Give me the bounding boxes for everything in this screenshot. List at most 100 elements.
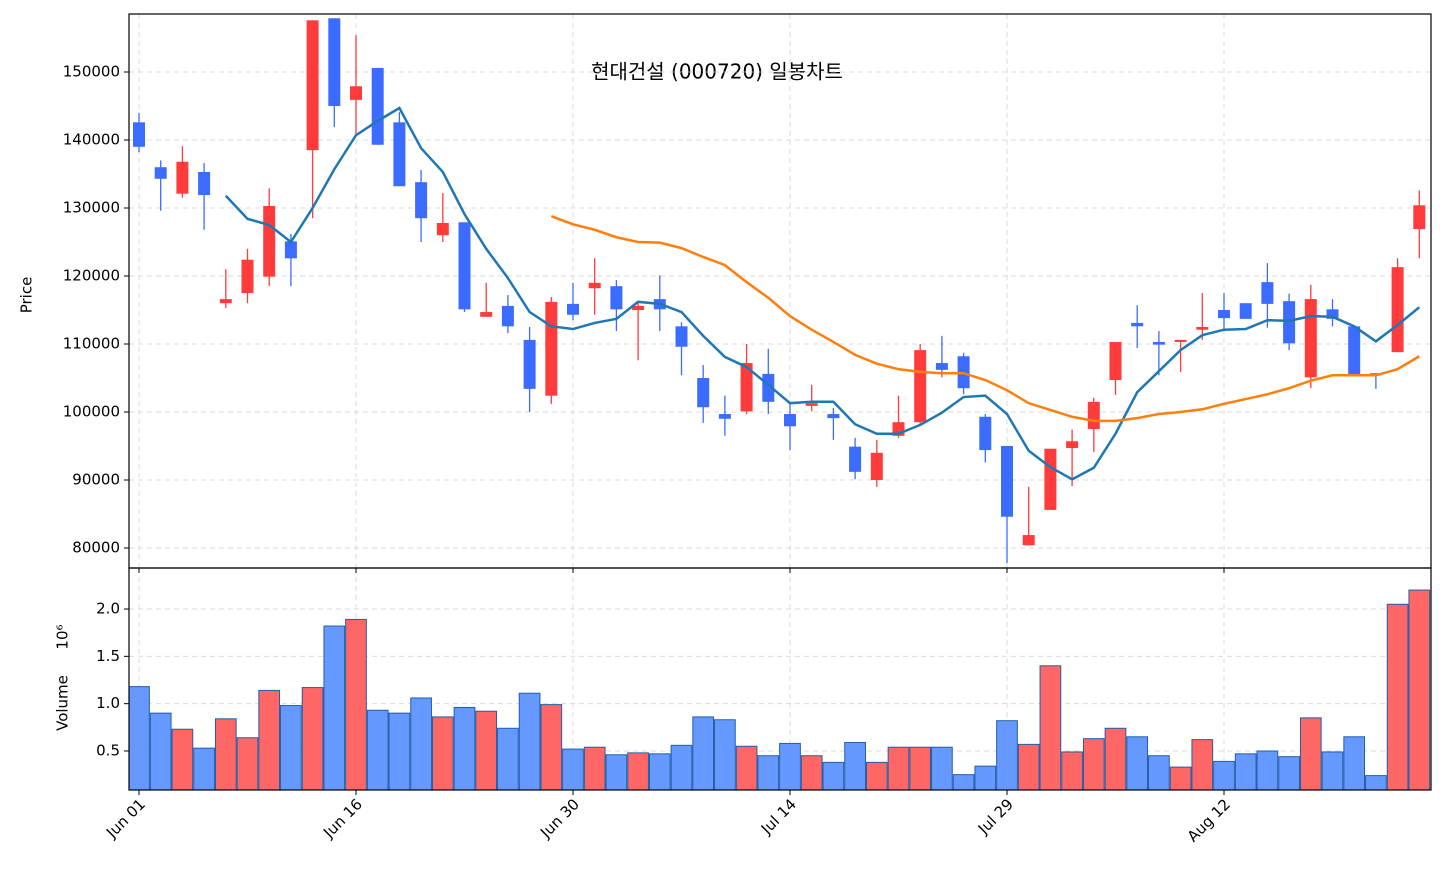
volume-bar	[865, 761, 888, 790]
volume-bar	[1343, 736, 1366, 790]
candle-body	[697, 377, 710, 408]
y-tick-label: 110000	[63, 334, 120, 352]
volume-bar	[236, 737, 259, 790]
volume-bar	[844, 741, 866, 790]
candle-body	[1044, 448, 1057, 510]
x-tick-label: Jun 16	[319, 795, 366, 842]
volume-bar	[735, 745, 758, 790]
volume-bar	[996, 720, 1018, 790]
y-tick-label: 1.0	[96, 694, 120, 712]
y-tick-label: 80000	[72, 539, 120, 557]
candle-body	[567, 303, 579, 315]
candle-body	[328, 18, 341, 106]
candle-body	[523, 339, 536, 389]
candle-body	[935, 363, 948, 370]
candle-body	[154, 167, 167, 179]
volume-bar	[410, 697, 432, 790]
candle-body	[1022, 535, 1035, 546]
volume-frame	[128, 567, 1432, 791]
candle-body	[1087, 401, 1100, 430]
x-tick-label: Jun 01	[102, 795, 149, 842]
y-tick-label: 1.5	[96, 647, 120, 665]
candle-body	[914, 350, 927, 423]
moving-average-line	[224, 106, 1421, 481]
candle-body	[1001, 446, 1013, 517]
volume-bar	[518, 692, 541, 790]
candle-body	[306, 20, 319, 151]
volume-bar	[952, 774, 975, 790]
volume-bar	[1104, 727, 1127, 790]
candle-body	[198, 171, 211, 196]
volume-bar	[1365, 775, 1387, 790]
volume-bar	[431, 716, 454, 790]
candle-body	[1174, 339, 1187, 342]
candle-body	[1196, 326, 1209, 330]
candle-body	[805, 403, 818, 406]
volume-bar	[214, 718, 237, 790]
volume-bar	[1039, 665, 1062, 790]
y-tick-label: 90000	[72, 471, 120, 489]
volume-bar	[1386, 603, 1409, 790]
volume-bar	[1256, 750, 1279, 790]
y-axis-label: Price	[18, 277, 36, 314]
candle-body	[176, 161, 189, 194]
candle-body	[610, 286, 623, 310]
volume-bar	[1191, 739, 1214, 790]
volume-bar	[1169, 766, 1192, 790]
candle-body	[480, 312, 493, 317]
volume-bar	[388, 712, 411, 790]
volume-bar	[757, 755, 780, 790]
price-plot	[129, 14, 1431, 568]
volume-bar	[670, 744, 693, 790]
volume-bar	[822, 761, 845, 790]
volume-bar	[692, 716, 715, 790]
candle-body	[1413, 205, 1426, 230]
candle-body	[350, 86, 362, 100]
y-tick-label: 100000	[63, 403, 120, 421]
volume-bar	[475, 710, 498, 790]
candle-body	[241, 259, 254, 293]
candle-body	[827, 414, 840, 419]
volume-bar	[1321, 751, 1344, 790]
volume-bar	[280, 705, 302, 790]
candle-body	[849, 446, 862, 472]
volume-bar	[627, 752, 649, 790]
candle-body	[458, 222, 471, 310]
candle-body	[1261, 282, 1274, 304]
x-tick-label: Jul 29	[974, 795, 1017, 838]
candle-body	[133, 122, 145, 147]
candle-body	[393, 122, 406, 187]
volume-bar	[1213, 760, 1235, 790]
volume-bar	[1148, 755, 1170, 790]
x-tick-label: Jul 14	[757, 795, 800, 838]
y-tick-label: 2.0	[96, 599, 120, 617]
candle-body	[263, 205, 276, 277]
candle-body	[545, 301, 558, 396]
candle-body	[588, 282, 601, 289]
volume-plot	[129, 568, 1431, 790]
candle-body	[436, 222, 449, 236]
moving-average-line	[550, 214, 1420, 423]
volume-bar	[974, 765, 997, 790]
candle-body	[1304, 299, 1317, 378]
volume-bar	[129, 686, 150, 790]
y-tick-label: 140000	[63, 130, 120, 148]
candle-body	[1131, 322, 1144, 327]
volume-bar	[345, 618, 367, 790]
volume-bar	[800, 755, 823, 790]
volume-bar	[887, 746, 910, 790]
plot-frame	[128, 13, 1432, 569]
candle-body	[1109, 341, 1122, 381]
candle-body	[501, 305, 514, 327]
candle-body	[284, 241, 297, 259]
volume-bar	[1408, 589, 1431, 790]
candle-body	[675, 326, 688, 347]
volume-bar	[301, 687, 324, 790]
candle-body	[415, 182, 428, 219]
y-tick-label: 150000	[63, 62, 120, 80]
volume-bar	[583, 746, 606, 790]
volume-bar	[714, 719, 736, 790]
volume-bar	[1278, 756, 1300, 790]
candle-body	[1239, 303, 1252, 319]
